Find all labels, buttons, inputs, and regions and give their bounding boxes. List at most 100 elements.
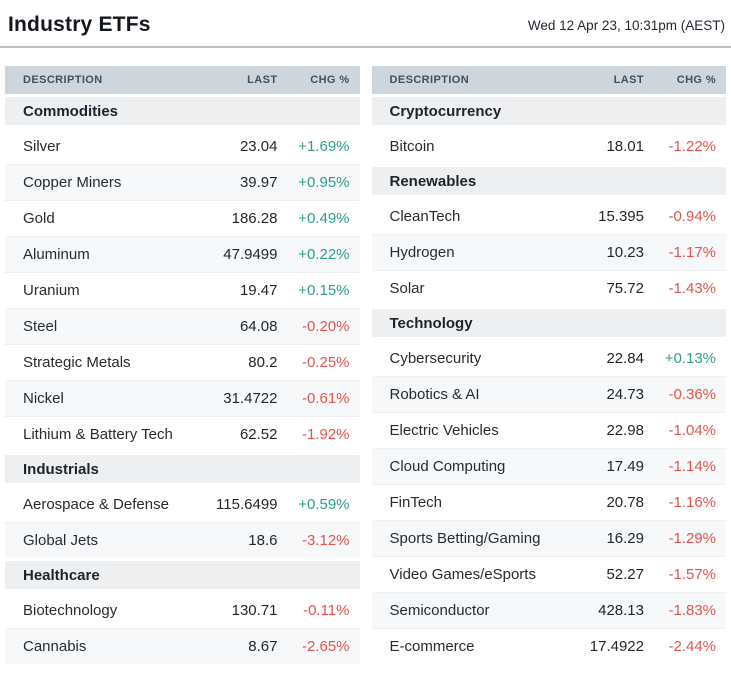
section-header: Cryptocurrency: [371, 97, 726, 125]
table-row[interactable]: Solar 75.72 -1.43%: [371, 270, 726, 306]
row-last-value: 80.2: [248, 354, 278, 371]
table-row[interactable]: Electric Vehicles 22.98 -1.04%: [371, 412, 726, 448]
row-last-value: 17.49: [606, 458, 644, 475]
table-row[interactable]: Hydrogen 10.23 -1.17%: [371, 234, 726, 270]
table-row[interactable]: Gold 186.28 +0.49%: [5, 200, 360, 236]
row-description: Gold: [23, 210, 55, 227]
row-change-percent: -0.11%: [303, 601, 350, 619]
row-description: Cybersecurity: [389, 349, 482, 367]
row-last-value: 23.04: [239, 137, 278, 155]
table-row[interactable]: Video Games/eSports 52.27 -1.57%: [371, 556, 726, 592]
row-change-percent: -1.04%: [668, 422, 716, 439]
row-last-value: 52.27: [606, 566, 644, 583]
row-change-percent: +0.22%: [298, 246, 350, 263]
row-change-percent: +0.59%: [298, 495, 350, 513]
row-last-value: 17.4922: [589, 638, 644, 655]
row-description: Bitcoin: [389, 137, 435, 155]
row-description: Sports Betting/Gaming: [389, 530, 541, 547]
row-description: Strategic Metals: [23, 354, 131, 371]
table-row[interactable]: Cloud Computing 17.49 -1.14%: [371, 448, 726, 484]
row-change-percent: -1.43%: [668, 280, 716, 297]
row-change-percent: -1.22%: [668, 137, 716, 155]
row-last-value: 39.97: [239, 174, 278, 191]
tables-container: DESCRIPTION LAST CHG % Commodities Silver 23.…: [0, 66, 731, 664]
table-row[interactable]: Biotechnology 130.71 -0.11%: [5, 592, 360, 628]
row-last-value: 130.71: [231, 601, 278, 619]
section-header: Commodities: [5, 97, 360, 125]
row-last-value: 24.73: [606, 386, 644, 403]
row-last-value: 428.13: [598, 602, 644, 619]
table-row[interactable]: Robotics & AI 24.73 -0.36%: [371, 376, 726, 412]
row-last-value: 10.23: [606, 244, 644, 261]
row-description: Steel: [23, 318, 58, 335]
table-row[interactable]: Aluminum 47.9499 +0.22%: [5, 236, 360, 272]
table-row[interactable]: Nickel 31.4722 -0.61%: [5, 380, 360, 416]
row-change-percent: -0.61%: [301, 390, 350, 407]
row-description: Copper Miners: [23, 174, 122, 191]
row-description: Robotics & AI: [389, 386, 480, 403]
table-header-row: DESCRIPTION LAST CHG %: [5, 66, 360, 94]
row-last-value: 22.84: [606, 349, 644, 367]
row-last-value: 22.98: [606, 422, 644, 439]
section-header: Technology: [371, 309, 726, 337]
column-header-last: LAST: [247, 74, 278, 86]
row-change-percent: +0.95%: [298, 174, 350, 191]
row-change-percent: -1.17%: [668, 244, 716, 261]
row-change-percent: -2.44%: [668, 638, 716, 655]
table-row[interactable]: Global Jets 18.6 -3.12%: [5, 522, 360, 558]
row-change-percent: +0.49%: [298, 210, 350, 227]
row-description: Hydrogen: [389, 244, 455, 261]
row-last-value: 16.29: [606, 530, 644, 547]
table-row[interactable]: CleanTech 15.395 -0.94%: [371, 198, 726, 234]
row-description: Solar: [389, 280, 425, 297]
row-change-percent: -1.16%: [668, 494, 716, 511]
row-last-value: 18.01: [606, 137, 644, 155]
row-change-percent: +0.13%: [664, 349, 716, 367]
row-last-value: 62.52: [239, 426, 278, 443]
section-header: Healthcare: [5, 561, 360, 589]
table-row[interactable]: Silver 23.04 +1.69%: [5, 128, 360, 164]
row-change-percent: -2.65%: [301, 638, 350, 655]
row-description: Video Games/eSports: [389, 566, 536, 583]
table-header-row: DESCRIPTION LAST CHG %: [371, 66, 726, 94]
row-last-value: 115.6499: [216, 495, 278, 513]
table-row[interactable]: Aerospace & Defense 115.6499 +0.59%: [5, 486, 360, 522]
row-description: Global Jets: [23, 532, 99, 549]
row-description: Silver: [23, 137, 61, 155]
etf-table-left: DESCRIPTION LAST CHG % Commodities Silver 23.…: [5, 66, 360, 664]
timestamp: Wed 12 Apr 23, 10:31pm (AEST): [527, 17, 725, 33]
row-last-value: 31.4722: [223, 390, 278, 407]
row-change-percent: -3.12%: [301, 532, 350, 549]
row-change-percent: +1.69%: [298, 137, 350, 155]
row-description: Electric Vehicles: [389, 422, 499, 439]
table-row[interactable]: Bitcoin 18.01 -1.22%: [371, 128, 726, 164]
etf-table-right: DESCRIPTION LAST CHG % Cryptocurrency Bitcoi…: [371, 66, 726, 664]
row-description: Cannabis: [23, 638, 87, 655]
row-description: Biotechnology: [23, 601, 118, 619]
column-header-description: DESCRIPTION: [389, 74, 470, 86]
table-row[interactable]: FinTech 20.78 -1.16%: [371, 484, 726, 520]
table-row[interactable]: Cannabis 8.67 -2.65%: [5, 628, 360, 664]
row-description: E-commerce: [389, 638, 475, 655]
row-description: CleanTech: [389, 207, 461, 225]
row-last-value: 186.28: [231, 210, 278, 227]
row-change-percent: -1.29%: [668, 530, 716, 547]
table-row[interactable]: Strategic Metals 80.2 -0.25%: [5, 344, 360, 380]
table-row[interactable]: Cybersecurity 22.84 +0.13%: [371, 340, 726, 376]
column-header-chg: CHG %: [676, 74, 716, 86]
table-row[interactable]: Sports Betting/Gaming 16.29 -1.29%: [371, 520, 726, 556]
row-description: Uranium: [23, 282, 80, 299]
row-last-value: 8.67: [248, 638, 278, 655]
page-title: Industry ETFs: [8, 13, 151, 36]
row-last-value: 47.9499: [223, 246, 278, 263]
section-header: Renewables: [371, 167, 726, 195]
table-row[interactable]: E-commerce 17.4922 -2.44%: [371, 628, 726, 664]
table-row[interactable]: Steel 64.08 -0.20%: [5, 308, 360, 344]
table-row[interactable]: Copper Miners 39.97 +0.95%: [5, 164, 360, 200]
table-row[interactable]: Lithium & Battery Tech 62.52 -1.92%: [5, 416, 360, 452]
table-row[interactable]: Uranium 19.47 +0.15%: [5, 272, 360, 308]
table-row[interactable]: Semiconductor 428.13 -1.83%: [371, 592, 726, 628]
row-change-percent: -1.14%: [668, 458, 716, 475]
row-description: Nickel: [23, 390, 64, 407]
